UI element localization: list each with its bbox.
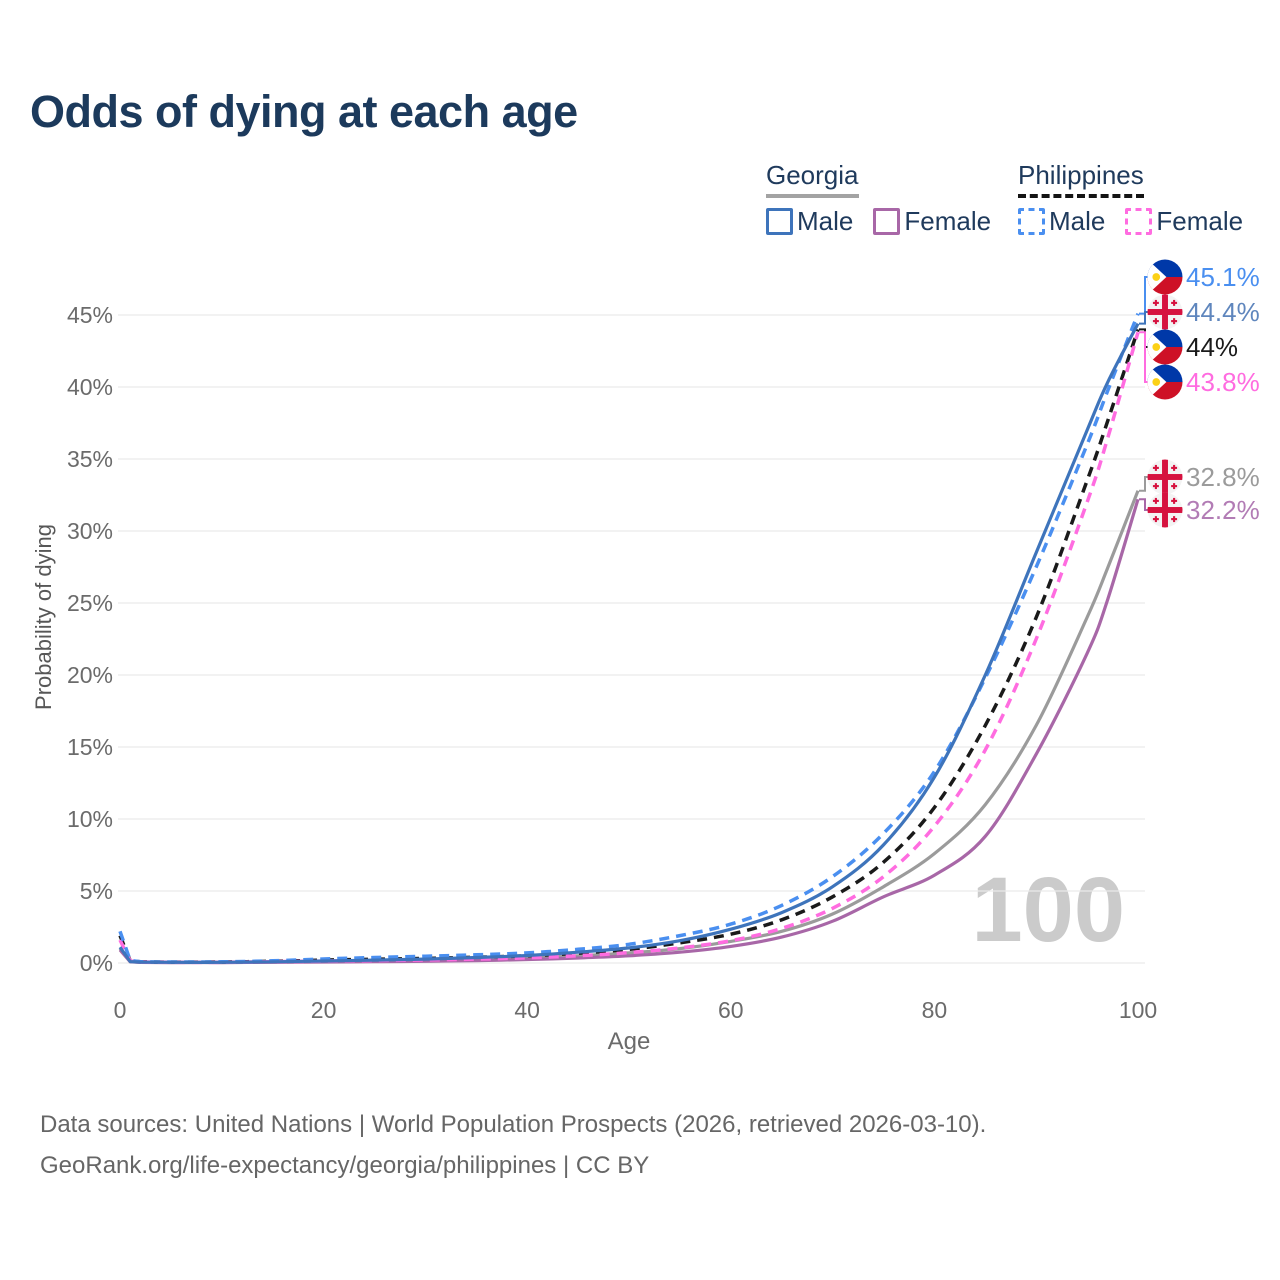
end-label-connector <box>1139 331 1148 383</box>
series-line-philippines-male <box>118 312 1140 964</box>
legend-label-philippines-male: Male <box>1049 206 1106 236</box>
x-tick-label: 0 <box>114 997 127 1023</box>
x-tick-label: 100 <box>1119 997 1157 1023</box>
x-tick-label: 60 <box>718 997 744 1023</box>
y-tick-label: 40% <box>67 374 113 400</box>
legend-label-georgia-female: Female <box>904 206 992 236</box>
y-tick-label: 0% <box>80 950 113 976</box>
end-value-label-georgia-both: 32.8% <box>1186 462 1260 492</box>
end-value-label-philippines-male: 45.1% <box>1186 262 1260 292</box>
end-label-connector <box>1139 276 1148 315</box>
philippines-flag-icon <box>1147 364 1183 400</box>
y-tick-label: 15% <box>67 734 113 760</box>
philippines-flag-icon <box>1147 329 1183 365</box>
legend-swatch-georgia-female-icon <box>873 208 901 235</box>
series-line-georgia-male <box>118 322 1140 964</box>
page-title: Odds of dying at each age <box>30 86 578 137</box>
y-tick-label: 30% <box>67 518 113 544</box>
end-value-label-philippines-both: 44% <box>1186 332 1238 362</box>
end-label-connector <box>1139 311 1148 325</box>
legend-label-georgia-male: Male <box>797 206 854 236</box>
legend-row-georgia: Male Female <box>766 206 991 237</box>
y-tick-label: 5% <box>80 878 113 904</box>
x-tick-label: 40 <box>514 997 540 1023</box>
series-line-philippines-female <box>118 331 1140 965</box>
series-line-georgia-female <box>118 498 1140 965</box>
footer-source-line: Data sources: United Nations | World Pop… <box>40 1111 987 1138</box>
y-tick-label: 35% <box>67 446 113 472</box>
series-line-philippines-both <box>118 328 1140 964</box>
legend-country-philippines: Philippines <box>1018 160 1144 198</box>
legend-swatch-philippines-male-icon <box>1018 208 1045 235</box>
y-tick-label: 25% <box>67 590 113 616</box>
legend-row-philippines: Male Female <box>1018 206 1243 237</box>
legend-country-georgia: Georgia <box>766 160 859 198</box>
x-axis-title: Age <box>607 1028 651 1055</box>
end-value-label-georgia-male: 44.4% <box>1186 297 1260 327</box>
y-tick-label: 10% <box>67 806 113 832</box>
legend-swatch-georgia-male-icon <box>766 208 793 235</box>
legend-swatch-philippines-female-icon <box>1125 208 1153 235</box>
georgia-flag-icon <box>1147 294 1183 330</box>
y-tick-label: 45% <box>67 302 113 328</box>
georgia-flag-icon <box>1147 459 1183 495</box>
footer: Data sources: United Nations | World Pop… <box>40 1104 986 1187</box>
x-tick-label: 20 <box>311 997 337 1023</box>
footer-attribution-line: GeoRank.org/life-expectancy/georgia/phil… <box>40 1152 650 1180</box>
georgia-flag-icon <box>1147 492 1183 528</box>
legend-label-philippines-female: Female <box>1156 206 1244 236</box>
legend-group-georgia: Georgia Male Female <box>766 160 991 237</box>
end-label-connector <box>1139 476 1148 492</box>
age-counter-watermark: 100 <box>971 859 1126 961</box>
y-tick-label: 20% <box>67 662 113 688</box>
end-label-connector <box>1139 498 1148 511</box>
y-axis-title: Probability of dying <box>31 524 56 710</box>
end-value-label-georgia-female: 32.2% <box>1186 495 1260 525</box>
philippines-flag-icon <box>1147 259 1183 295</box>
legend-group-philippines: Philippines Male Female <box>1018 160 1243 237</box>
x-tick-label: 80 <box>922 997 948 1023</box>
end-value-label-philippines-female: 43.8% <box>1186 367 1260 397</box>
